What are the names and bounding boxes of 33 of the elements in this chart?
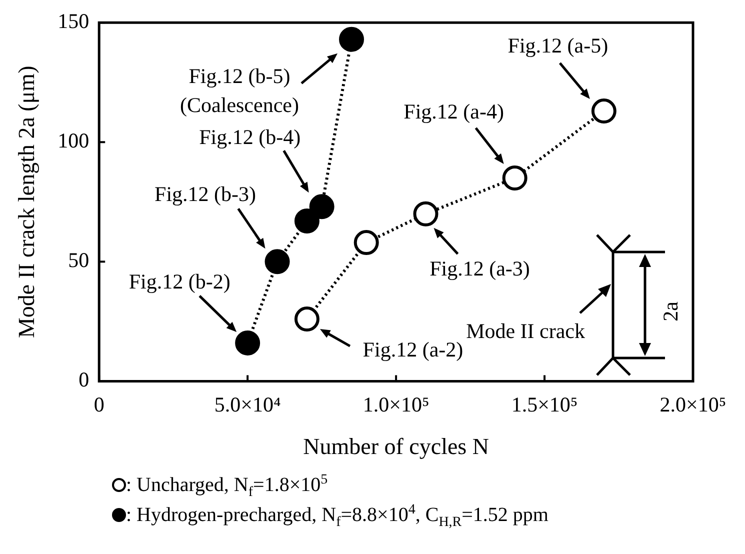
x-tick-label: 1.5×10⁵ (511, 392, 578, 416)
x-tick-label: 1.0×10⁵ (362, 392, 430, 416)
annotation: Fig.12 (a-3) (430, 256, 530, 280)
point (502, 165, 528, 190)
annotation: Mode II crack (466, 318, 585, 344)
point (354, 230, 379, 256)
annotation: Fig.12 (b-5) (Coalescence) (180, 64, 299, 117)
annotation: Fig.12 (a-2) (362, 338, 464, 362)
x-tick-label: 5.0×10⁴ (214, 392, 281, 416)
y-tick-label: 50 (68, 248, 90, 272)
annotation: Fig.12 (a-4) (404, 100, 504, 124)
x-tick-label: 0 (94, 392, 104, 416)
point (235, 330, 260, 356)
point (413, 201, 438, 226)
y-tick-label: 0 (78, 368, 90, 392)
point (264, 249, 290, 274)
annotation: 2a (658, 301, 684, 322)
point (294, 208, 320, 234)
point (591, 98, 616, 124)
y-tick-label: 100 (58, 128, 90, 153)
legend-label: : Uncharged, N$_{f}$=1.8×10$^{5}$ (126, 471, 328, 500)
annotation: Fig.12 (a-5) (508, 34, 608, 58)
annotation: Fig.12 (b-4) (199, 125, 301, 150)
point (294, 306, 320, 332)
annotation: Fig.12 (b-3) (154, 182, 256, 206)
annotation: Fig.12 (b-2) (128, 269, 230, 294)
point (339, 26, 364, 52)
y-tick-label: 150 (58, 9, 90, 34)
y-axis-title: Mode II crack length 2a (μm) (14, 66, 39, 338)
legend-label: : Hydrogen-precharged, N$_{f}$=8.8×10$^{4}$, C$_{H,R}$=1.52 ppm (126, 501, 548, 530)
point (309, 194, 334, 220)
x-axis-title: Number of cycles N (303, 434, 490, 460)
x-tick-label: 2.0×10⁵ (660, 392, 726, 416)
